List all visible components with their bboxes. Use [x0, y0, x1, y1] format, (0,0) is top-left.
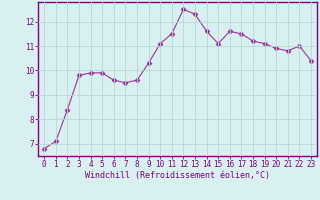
X-axis label: Windchill (Refroidissement éolien,°C): Windchill (Refroidissement éolien,°C)	[85, 171, 270, 180]
